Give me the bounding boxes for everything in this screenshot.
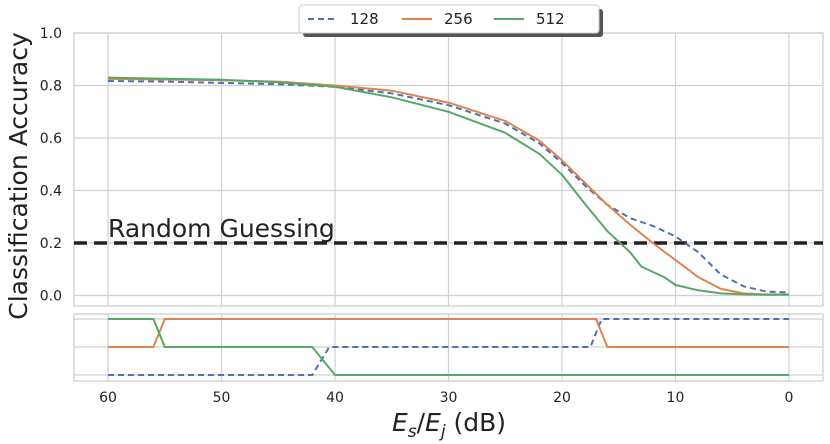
x-tick-label: 30 bbox=[440, 390, 458, 406]
y-tick-label: 0.0 bbox=[40, 289, 62, 305]
x-tick-label: 0 bbox=[784, 390, 793, 406]
y-tick-labels: 0.0 0.2 0.4 0.6 0.8 1.0 bbox=[40, 26, 62, 305]
y-tick-label: 0.4 bbox=[40, 184, 62, 200]
main-series-group bbox=[107, 76, 790, 296]
x-axis-label: Es/Ej (dB) bbox=[392, 408, 506, 442]
legend-label-128: 128 bbox=[350, 10, 379, 28]
legend-box bbox=[298, 4, 600, 34]
x-tick-label: 60 bbox=[99, 390, 117, 406]
x-label-sub2: j bbox=[439, 422, 446, 442]
rank-plot-frame bbox=[73, 313, 824, 382]
x-tick-label: 10 bbox=[667, 390, 685, 406]
y-tick-label: 1.0 bbox=[40, 26, 62, 42]
rank-line-512 bbox=[108, 318, 789, 376]
random-guessing-label: Random Guessing bbox=[108, 214, 335, 243]
x-label-e1: E bbox=[392, 408, 408, 437]
rank-line-128 bbox=[108, 318, 789, 376]
x-label-sub1: s bbox=[408, 422, 417, 442]
x-label-slash: / bbox=[417, 408, 426, 437]
legend-label-256: 256 bbox=[444, 10, 473, 28]
rank-series-group bbox=[108, 318, 789, 376]
series-line-512 bbox=[107, 76, 789, 296]
y-tick-label: 0.6 bbox=[40, 131, 62, 147]
legend: 128 256 512 bbox=[298, 4, 603, 37]
y-axis-label: Classification Accuracy bbox=[4, 32, 33, 320]
y-tick-label: 0.2 bbox=[40, 236, 62, 252]
x-tick-label: 20 bbox=[553, 390, 571, 406]
series-line-128 bbox=[107, 80, 790, 294]
x-tick-label: 50 bbox=[213, 390, 231, 406]
x-tick-label: 40 bbox=[326, 390, 344, 406]
y-tick-label: 0.8 bbox=[40, 79, 62, 95]
x-label-unit: (dB) bbox=[446, 408, 506, 437]
legend-label-512: 512 bbox=[536, 10, 565, 28]
x-label-e2: E bbox=[425, 408, 441, 437]
rank-line-256 bbox=[108, 318, 789, 348]
x-tick-labels: 60 50 40 30 20 10 0 bbox=[99, 390, 793, 406]
